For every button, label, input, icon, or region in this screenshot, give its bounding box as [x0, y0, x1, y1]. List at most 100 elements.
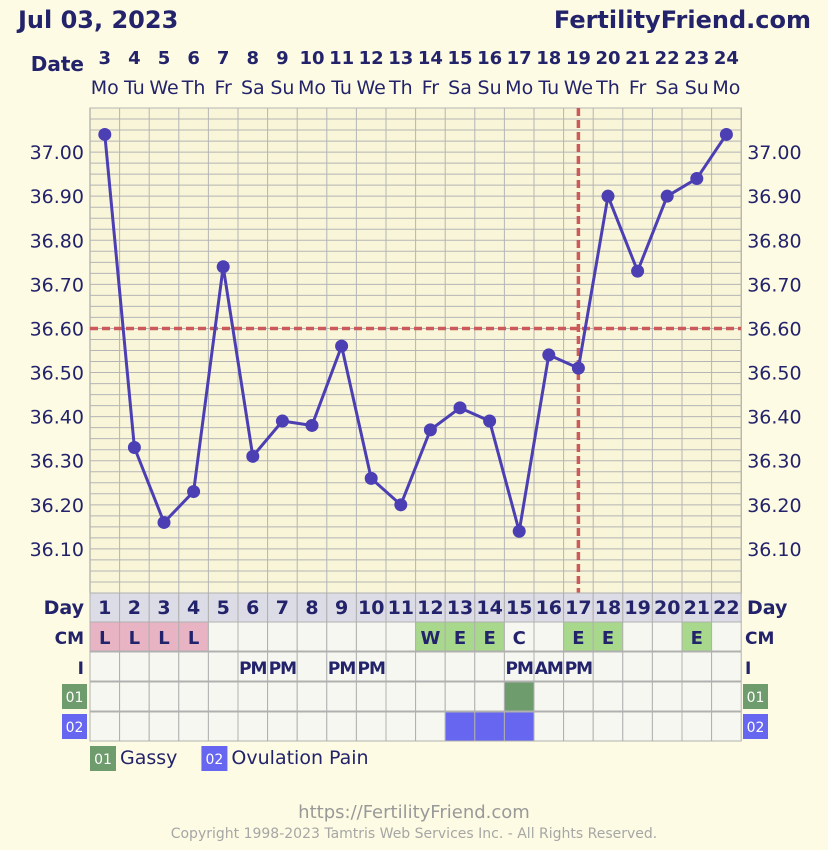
y-tick-label-left: 36.20: [30, 495, 84, 517]
row-cell: [296, 621, 328, 652]
weekday-label: Su: [685, 77, 709, 99]
row-cell: [444, 621, 476, 652]
row-cell: [533, 681, 565, 712]
date-label: 12: [359, 48, 384, 69]
row-cell: [237, 651, 269, 682]
weekday-label: Tu: [537, 77, 559, 99]
date-label: 10: [299, 48, 324, 69]
weekday-label: Mo: [91, 77, 119, 99]
row-cell: [503, 711, 535, 742]
row-cell: [474, 711, 505, 742]
date-label: 22: [655, 48, 680, 69]
intercourse-value: PM: [269, 659, 296, 679]
row-cell: [207, 681, 239, 712]
y-tick-label-left: 36.80: [30, 230, 84, 252]
cycle-day-label: 10: [358, 597, 384, 619]
y-tick-label-right: 36.30: [747, 451, 801, 473]
weekday-label: Sa: [448, 77, 472, 99]
temperature-point: [98, 127, 112, 141]
symptom-code-left: 02: [66, 720, 84, 736]
row-cell: [237, 711, 269, 742]
intercourse-value: PM: [565, 659, 592, 679]
temperature-point: [364, 471, 378, 485]
y-tick-label-left: 36.70: [30, 274, 84, 296]
y-axis: 37.00 37.00 36.90 36.90 36.80 36.80 36.70 36.70…: [30, 142, 802, 561]
date-label: 7: [217, 48, 230, 69]
row-cell: [592, 681, 624, 712]
row-cell: [415, 621, 446, 652]
date-header: 3Mo4Tu5We6Th7Fr8Sa9Su10Mo11Tu12We13Th14F…: [91, 48, 741, 99]
date-label: 20: [595, 48, 620, 69]
legend-code: 01: [94, 752, 112, 768]
date-label: 17: [507, 48, 532, 69]
row-cell: [178, 621, 209, 652]
cm-value: L: [99, 628, 110, 649]
intercourse-value: PM: [239, 659, 266, 679]
row-cell: [622, 651, 653, 682]
symptom-code-left-box: [62, 684, 87, 709]
date-label: 14: [418, 48, 443, 69]
temperature-point: [719, 127, 733, 141]
cycle-day-label: 9: [335, 597, 348, 619]
day-row-label-right: Day: [747, 597, 788, 619]
date-label: 6: [187, 48, 200, 69]
temperature-point: [601, 189, 615, 203]
reference-lines: [90, 108, 742, 593]
date-label: 8: [247, 48, 260, 69]
legend-name: Gassy: [120, 747, 177, 769]
date-label: 24: [714, 48, 739, 69]
row-cell: [119, 681, 150, 712]
temperature-point: [157, 515, 171, 529]
row-cell: [296, 711, 328, 742]
temperature-series: [98, 127, 733, 538]
symptom-code-left: 01: [66, 690, 84, 706]
row-cell: [237, 621, 269, 652]
intercourse-row-label-left: I: [78, 659, 84, 679]
temperature-point: [423, 423, 437, 437]
symptom-legend: 01 Gassy 02 Ovulation Pain: [90, 746, 369, 771]
symptom-code-left-box: [62, 714, 87, 739]
weekday-label: Th: [388, 77, 413, 99]
date-label: 18: [536, 48, 561, 69]
row-cell: [355, 621, 387, 652]
row-cell: [178, 681, 209, 712]
row-cell: [178, 711, 209, 742]
intercourse-row-label-right: I: [745, 659, 751, 679]
row-cell: [326, 621, 357, 652]
temperature-point: [660, 189, 674, 203]
date-label: 4: [128, 48, 141, 69]
chart-date: Jul 03, 2023: [16, 6, 178, 34]
y-tick-label-left: 36.10: [30, 539, 84, 561]
row-cell: [326, 651, 357, 682]
y-tick-label-right: 36.70: [747, 274, 801, 296]
weekday-label: We: [357, 77, 386, 99]
temperature-point: [216, 260, 230, 274]
symptom-code-right: 02: [747, 720, 765, 736]
row-cell: [355, 651, 387, 682]
cycle-day-label: 11: [388, 597, 414, 619]
row-cell: [207, 651, 239, 682]
y-tick-label-left: 36.60: [30, 318, 84, 340]
temperature-point: [127, 441, 141, 454]
weekday-label: Th: [595, 77, 620, 99]
row-cell: [711, 621, 742, 652]
intercourse-value: PM: [328, 659, 355, 679]
date-label: 13: [388, 48, 413, 69]
y-tick-label-left: 36.30: [30, 451, 84, 473]
symptom-code-right: 01: [747, 690, 765, 706]
row-cell: [533, 621, 565, 652]
y-tick-label-right: 36.80: [747, 230, 801, 252]
row-cell: [355, 681, 387, 712]
chart-grid: [89, 107, 742, 594]
row-cell: [415, 711, 446, 742]
cm-value: L: [158, 628, 169, 649]
y-tick-label-right: 36.60: [747, 318, 801, 340]
symptom-code-right-box: [743, 714, 768, 739]
row-cell: [296, 681, 328, 712]
row-cell: [563, 621, 594, 652]
row-cell: [385, 592, 417, 623]
row-cell: [148, 651, 180, 682]
footer-url[interactable]: https://FertilityFriend.com: [298, 802, 530, 823]
row-cell: [89, 681, 121, 712]
